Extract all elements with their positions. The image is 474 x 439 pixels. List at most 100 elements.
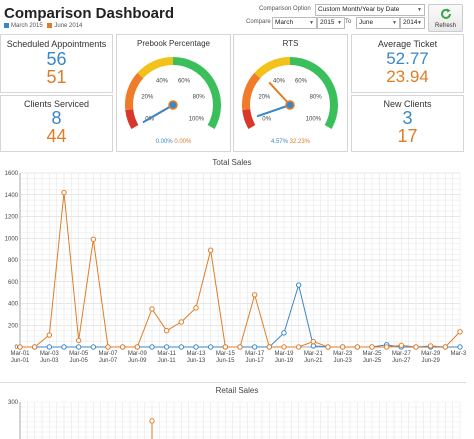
y-tick-label: 1400	[5, 193, 19, 199]
legend-swatch-previous	[47, 23, 53, 28]
refresh-button[interactable]: Refresh	[428, 4, 463, 32]
page-title: Comparison Dashboard	[4, 5, 175, 22]
comparison-option-select[interactable]: Custom Month/Year by Date ▼	[315, 4, 425, 16]
gauge-tick-label: 60%	[295, 78, 308, 84]
data-point	[163, 327, 170, 334]
data-point	[413, 344, 419, 350]
data-point	[75, 337, 82, 344]
gauge-tick-label: 100%	[189, 117, 205, 123]
x-tick-label: Mar-03	[40, 351, 60, 357]
data-point	[383, 344, 390, 350]
x-tick-label: Mar-27	[392, 351, 412, 357]
x-tick-label: Jun-15	[216, 358, 235, 364]
y-tick-label: 800	[8, 258, 19, 264]
data-point	[119, 344, 126, 350]
data-point	[295, 344, 302, 350]
kpi-label: Average Ticket	[377, 39, 438, 49]
gauge-tick-label: 80%	[310, 95, 323, 101]
x-tick-label: Jun-07	[99, 358, 118, 364]
data-point	[75, 344, 82, 350]
y-tick-label: 200	[8, 323, 19, 329]
x-tick-label: Mar-07	[98, 351, 118, 357]
kpi-previous-value: 44	[46, 126, 67, 146]
kpi-label: Clients Serviced	[23, 99, 90, 109]
y-tick-label: 300	[8, 400, 19, 406]
gauge-tick-label: 0%	[262, 117, 271, 123]
gauge-band	[137, 57, 174, 79]
section-title: Total Sales	[212, 158, 252, 167]
legend: March 2015 June 2014	[4, 23, 82, 29]
kpi-label: New Clients	[383, 99, 432, 109]
gauge-band	[289, 57, 338, 129]
compare-month-value: March	[275, 19, 294, 26]
kpi-scheduled-appointments: Scheduled Appointments 56 51	[0, 34, 113, 93]
data-point	[398, 342, 405, 349]
kpi-previous-value: 51	[46, 67, 67, 87]
gauge-title: RTS	[282, 39, 299, 48]
x-tick-label: Mar-17	[245, 351, 265, 357]
compare-year-select[interactable]: 2015 ▼	[317, 17, 345, 29]
x-tick-label: Jun-17	[245, 358, 264, 364]
data-point	[325, 344, 331, 350]
data-point	[31, 344, 38, 350]
x-tick-label: Jun-23	[333, 358, 352, 364]
data-point	[251, 344, 258, 350]
x-tick-label: Mar-25	[362, 351, 382, 357]
x-tick-label: Mar-11	[157, 351, 176, 357]
y-tick-label: 0	[15, 345, 19, 351]
gauge-tick-label: 60%	[178, 78, 191, 84]
data-point	[457, 329, 463, 335]
legend-swatch-current	[4, 23, 9, 28]
compare-month-select[interactable]: March ▼	[272, 17, 317, 29]
data-point	[193, 344, 199, 350]
data-point	[149, 306, 155, 312]
gauge-band	[254, 57, 291, 79]
comparison-option-label: Comparison Option	[259, 6, 311, 12]
to-year-select[interactable]: 2014 ▼	[400, 17, 425, 29]
compare-year-value: 2015	[320, 19, 335, 26]
data-point	[17, 344, 23, 350]
to-month-select[interactable]: June ▼	[356, 17, 400, 29]
refresh-label: Refresh	[434, 23, 456, 29]
total-sales-chart: 0 200 400 600 800 1000 1200 1400 1600 Mar-01 Mar-0…	[5, 171, 466, 364]
gauge-tick-label: 100%	[306, 117, 322, 123]
data-point	[222, 344, 229, 350]
y-tick-label: 400	[8, 302, 19, 308]
section-title: Retail Sales	[215, 386, 259, 395]
kpi-current-value: 3	[402, 108, 413, 128]
kpi-current-value: 52.77	[386, 49, 429, 68]
chevron-down-icon: ▼	[337, 20, 342, 26]
y-tick-label: 1200	[5, 215, 19, 221]
to-label: To	[345, 19, 352, 25]
gauge-title: Prebook Percentage	[137, 39, 210, 48]
compare-label: Compare	[246, 19, 271, 25]
comparison-option-value: Custom Month/Year by Date	[318, 6, 400, 13]
x-tick-label: Mar-19	[274, 351, 294, 357]
data-point	[149, 418, 155, 424]
data-point	[281, 330, 287, 336]
gauge-tick-label: 80%	[193, 95, 206, 101]
data-point	[193, 305, 199, 311]
x-tick-label: Jun-11	[158, 358, 177, 364]
kpi-average-ticket: Average Ticket 52.77 23.94	[351, 34, 464, 93]
x-tick-label: Mar-05	[69, 351, 89, 357]
data-point	[442, 344, 449, 350]
gauge-band	[125, 108, 139, 129]
x-tick-label: Mar-13	[186, 351, 206, 357]
data-point	[457, 344, 463, 350]
kpi-clients-serviced: Clients Serviced 8 44	[0, 95, 113, 152]
data-point	[266, 344, 273, 350]
refresh-icon	[440, 8, 451, 19]
to-month-value: June	[359, 19, 374, 26]
x-tick-label: Jun-13	[187, 358, 206, 364]
gauge-prebook-panel: Prebook Percentage 0% 20% 40% 60% 80% 100% 0.…	[116, 34, 231, 152]
gauge-rts: 0% 20% 40% 60% 80% 100%	[242, 57, 338, 129]
x-tick-label: Mar-31	[450, 351, 466, 357]
data-point	[237, 344, 243, 350]
x-tick-label: Jun-03	[40, 358, 59, 364]
data-point	[134, 344, 141, 350]
data-point	[90, 236, 97, 243]
chevron-down-icon: ▼	[417, 7, 422, 13]
x-tick-label: Mar-29	[421, 351, 441, 357]
gauge-tick-label: 0%	[145, 117, 154, 123]
